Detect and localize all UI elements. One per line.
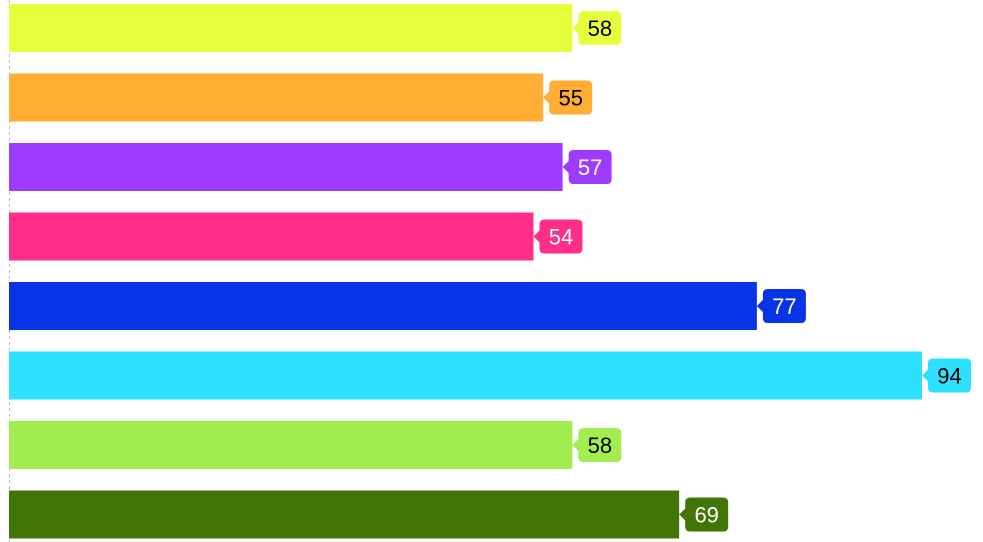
bar <box>9 212 534 261</box>
data-label-box <box>572 428 622 462</box>
data-label: 54 <box>533 219 583 254</box>
bar <box>9 73 544 122</box>
data-label-box <box>756 289 806 323</box>
data-label: 69 <box>679 497 729 532</box>
bar <box>9 351 922 400</box>
bar <box>9 143 563 191</box>
data-label-box <box>533 219 583 254</box>
data-label-text: 58 <box>588 16 612 41</box>
data-label-text: 55 <box>558 86 582 111</box>
data-label-text: 94 <box>937 364 961 389</box>
data-label-text: 69 <box>694 503 718 528</box>
data-label: 77 <box>756 289 806 323</box>
data-label: 58 <box>572 428 622 462</box>
data-label-box <box>679 497 729 532</box>
data-label: 55 <box>543 80 593 115</box>
data-label-text: 54 <box>549 225 573 250</box>
data-label-box <box>922 358 971 393</box>
bar-series <box>9 4 922 539</box>
data-label-box <box>572 11 622 45</box>
bar <box>9 282 757 330</box>
data-label: 94 <box>922 358 971 393</box>
data-label-text: 77 <box>772 294 796 319</box>
data-label-text: 57 <box>578 155 602 180</box>
data-label-box <box>562 150 612 184</box>
bar <box>9 4 573 52</box>
data-label: 58 <box>572 11 622 45</box>
bar <box>9 421 573 469</box>
data-label: 57 <box>562 150 612 184</box>
data-label-box <box>543 80 593 115</box>
data-labels: 58 55 57 54 77 94 58 69 <box>533 11 971 532</box>
data-label-text: 58 <box>588 433 612 458</box>
bar <box>9 490 680 539</box>
